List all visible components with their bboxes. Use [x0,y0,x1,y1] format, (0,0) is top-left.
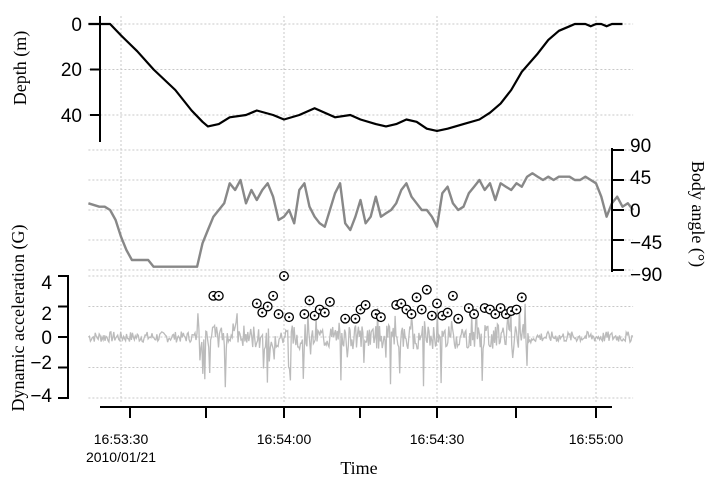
depth-tick-label-40: 40 [61,106,82,127]
acceleration-marker-dot-38 [494,313,497,316]
acceleration-marker-dot-31 [446,311,449,314]
date-label: 2010/01/21 [86,449,156,465]
accel-tick-label-0: 0 [41,328,52,349]
acceleration-marker-dot-6 [277,313,280,316]
time-tick-label-2: 16:54:00 [257,431,312,447]
acceleration-marker-dot-26 [420,308,423,311]
acceleration-marker-dot-19 [374,313,377,316]
acceleration-marker-dot-35 [473,313,476,316]
acceleration-marker-dot-32 [451,294,454,297]
acceleration-marker-dot-22 [400,302,403,305]
accel-tick-label-m4: −4 [30,386,52,407]
angle-tick-label-45: 45 [630,168,651,189]
accel-tick-label-m2: −2 [30,353,52,374]
acceleration-marker-dot-4 [266,305,269,308]
angle-axis-title: Body angle (°) [687,161,708,267]
acceleration-marker-dot-2 [255,302,258,305]
acceleration-marker-dot-30 [441,314,444,317]
acceleration-marker-dot-28 [430,314,433,317]
time-tick-label-1: 16:53:30 [94,431,149,447]
acceleration-marker-dot-25 [415,296,418,299]
acceleration-marker-dot-14 [328,300,331,304]
acceleration-marker-dot-1 [217,294,220,297]
acceleration-marker-dot-16 [354,317,357,320]
acceleration-marker-dot-17 [359,308,362,311]
acceleration-marker-dot-11 [313,314,316,317]
angle-tick-label-m45: −45 [630,233,662,254]
acceleration-marker-dot-37 [488,308,492,311]
acceleration-marker-dot-13 [323,311,326,314]
accel-axis-title: Dynamic acceleration (G) [8,225,29,412]
acceleration-marker-dot-40 [504,313,507,316]
acceleration-marker-dot-10 [308,299,311,302]
acceleration-marker-dot-7 [282,274,286,278]
acceleration-marker-dot-43 [520,296,523,299]
depth-axis-title: Depth (m) [10,31,31,105]
depth-tick-label-0: 0 [71,15,82,36]
acceleration-marker-dot-27 [425,288,428,291]
acceleration-marker-dot-34 [467,306,470,310]
x-axis-title: Time [340,458,377,478]
series-layer [87,22,635,388]
acceleration-marker-dot-39 [499,306,502,310]
acceleration-marker-dot-42 [515,308,518,311]
accel-tick-label-4: 4 [41,273,52,294]
acceleration-marker-dot-24 [410,313,413,316]
depth-tick-label-20: 20 [61,60,82,81]
depth-series-line [88,22,623,132]
acceleration-marker-dot-29 [435,302,439,305]
angle-tick-label-0: 0 [630,201,641,222]
acceleration-marker-dot-8 [288,316,291,319]
time-tick-label-3: 16:54:30 [410,431,465,447]
acceleration-marker-dot-5 [272,294,275,297]
acceleration-signal-line [87,303,634,388]
acceleration-marker-dot-9 [303,313,306,316]
acceleration-marker-dot-12 [318,308,321,311]
body-angle-series-line [88,172,635,268]
angle-tick-label-m90: −90 [630,265,662,286]
acceleration-marker-dot-20 [379,316,382,319]
acceleration-marker-dot-23 [405,308,408,311]
accel-tick-label-2: 2 [41,304,52,325]
time-tick-label-4: 16:55:00 [569,431,624,447]
acceleration-marker-dot-15 [344,317,347,320]
angle-tick-label-90: 90 [630,136,651,157]
acceleration-marker-dot-33 [457,317,460,320]
axes-layer [58,16,624,418]
acceleration-marker-dot-18 [364,303,367,307]
acceleration-marker-dot-3 [261,311,264,314]
